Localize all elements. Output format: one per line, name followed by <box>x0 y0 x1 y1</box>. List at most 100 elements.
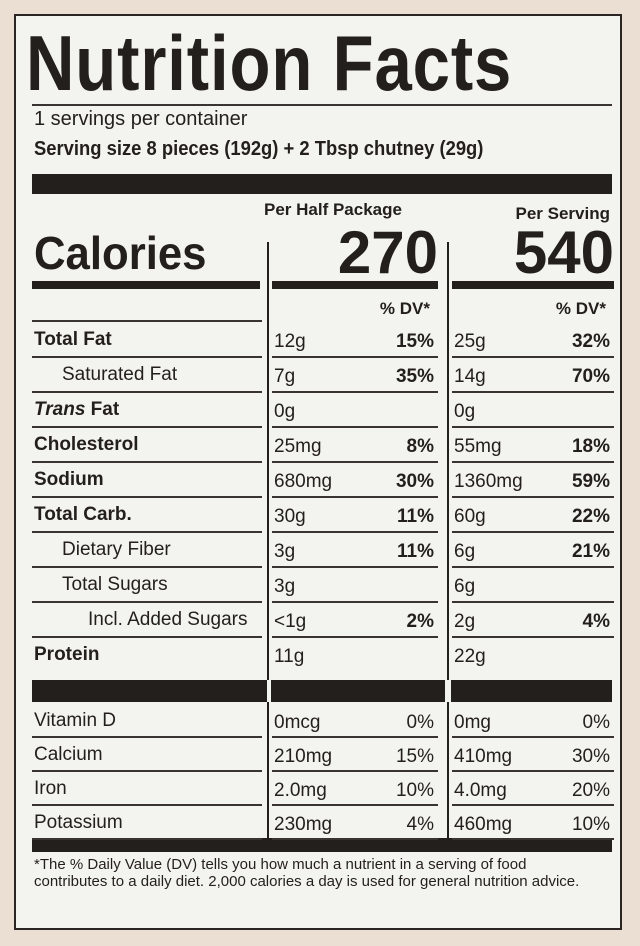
amount: 4.0mg <box>454 780 507 801</box>
row-rule <box>32 461 262 463</box>
servings: 1 servings per container <box>34 108 248 130</box>
amount: 0g <box>454 401 476 422</box>
row-rule <box>452 566 614 568</box>
row-rule <box>452 838 614 840</box>
amount: 1360mg <box>454 471 523 492</box>
row-rule <box>452 461 614 463</box>
row-name-italic: Trans <box>34 399 86 420</box>
row-name: Dietary Fiber <box>62 539 171 560</box>
amount: 25g <box>454 331 486 352</box>
amount: 6g <box>454 576 476 597</box>
dv-header: % DV* <box>379 299 430 318</box>
nutrition-label: Nutrition Facts 1 servings per container… <box>14 14 622 930</box>
thick-bar <box>32 174 612 194</box>
row-rule <box>32 601 262 603</box>
daily-value: 11% <box>397 541 434 562</box>
column-header: Per Half Package <box>264 200 402 219</box>
amount: 55mg <box>454 436 502 457</box>
serving-size: Serving size 8 pieces (192g) + 2 Tbsp ch… <box>34 138 484 160</box>
row-rule <box>32 566 262 568</box>
footnote: *The % Daily Value (DV) tells you how mu… <box>34 856 580 890</box>
row-rule <box>272 356 438 358</box>
row-name: Cholesterol <box>34 434 139 455</box>
amount: 60g <box>454 506 486 527</box>
daily-value: 4% <box>406 814 434 835</box>
row-rule <box>272 838 438 840</box>
row-name: Iron <box>34 778 67 799</box>
row-rule <box>32 736 262 738</box>
amount: 7g <box>274 366 296 387</box>
row-name: Calcium <box>34 744 103 765</box>
amount: 210mg <box>274 746 333 767</box>
row-name: Incl. Added Sugars <box>88 609 248 630</box>
daily-value: 4% <box>582 611 610 632</box>
title: Nutrition Facts <box>26 19 513 107</box>
calories-value: 270 <box>337 219 438 286</box>
row-name: Total Carb. <box>34 504 132 525</box>
row-rule <box>272 531 438 533</box>
gap <box>445 680 451 702</box>
daily-value: 10% <box>571 814 610 835</box>
row-rule <box>272 601 438 603</box>
daily-value: 11% <box>397 506 434 527</box>
daily-value: 22% <box>571 506 610 527</box>
row-rule <box>32 838 262 840</box>
row-rule <box>452 770 614 772</box>
dv-header: % DV* <box>555 299 606 318</box>
daily-value: 0% <box>582 712 610 733</box>
thick-bar <box>272 281 438 289</box>
row-rule <box>452 736 614 738</box>
daily-value: 15% <box>395 746 434 767</box>
row-rule <box>272 736 438 738</box>
amount: 11g <box>274 646 305 667</box>
daily-value: 8% <box>406 436 434 457</box>
column-divider <box>267 242 269 838</box>
row-rule <box>272 804 438 806</box>
amount: 22g <box>454 646 486 667</box>
column-header: Per Serving <box>515 204 611 223</box>
amount: 0g <box>274 401 296 422</box>
amount: 3g <box>274 541 296 562</box>
row-rule <box>272 636 438 638</box>
amount: 0mcg <box>274 712 321 733</box>
thick-bar <box>32 281 260 289</box>
amount: 12g <box>274 331 306 352</box>
row-rule <box>452 601 614 603</box>
row-rule <box>32 356 262 358</box>
row-name: Protein <box>34 644 100 665</box>
row-rule <box>32 770 262 772</box>
row-rule <box>32 804 262 806</box>
row-rule <box>452 391 614 393</box>
amount: <1g <box>274 611 307 632</box>
rule <box>32 104 612 106</box>
calories-label: Calories <box>34 227 207 279</box>
amount: 230mg <box>274 814 333 835</box>
row-rule <box>452 636 614 638</box>
amount: 6g <box>454 541 476 562</box>
row-rule <box>32 391 262 393</box>
daily-value: 0% <box>406 712 434 733</box>
row-name: Saturated Fat <box>62 364 178 385</box>
gap <box>267 680 271 702</box>
row-name: Vitamin D <box>34 710 117 731</box>
amount: 2g <box>454 611 476 632</box>
row-rule <box>272 496 438 498</box>
row-rule <box>452 356 614 358</box>
thick-bar <box>32 838 612 852</box>
daily-value: 35% <box>395 366 434 387</box>
row-rule <box>272 770 438 772</box>
daily-value: 18% <box>571 436 610 457</box>
amount: 680mg <box>274 471 333 492</box>
row-rule <box>272 461 438 463</box>
daily-value: 2% <box>406 611 434 632</box>
daily-value: 30% <box>571 746 610 767</box>
row-name: Sodium <box>34 469 104 490</box>
row-rule <box>272 566 438 568</box>
row-rule <box>452 804 614 806</box>
amount: 3g <box>274 576 296 597</box>
row-rule <box>452 426 614 428</box>
row-rule <box>32 636 262 638</box>
row-name: Potassium <box>34 812 123 833</box>
daily-value: 70% <box>571 366 610 387</box>
